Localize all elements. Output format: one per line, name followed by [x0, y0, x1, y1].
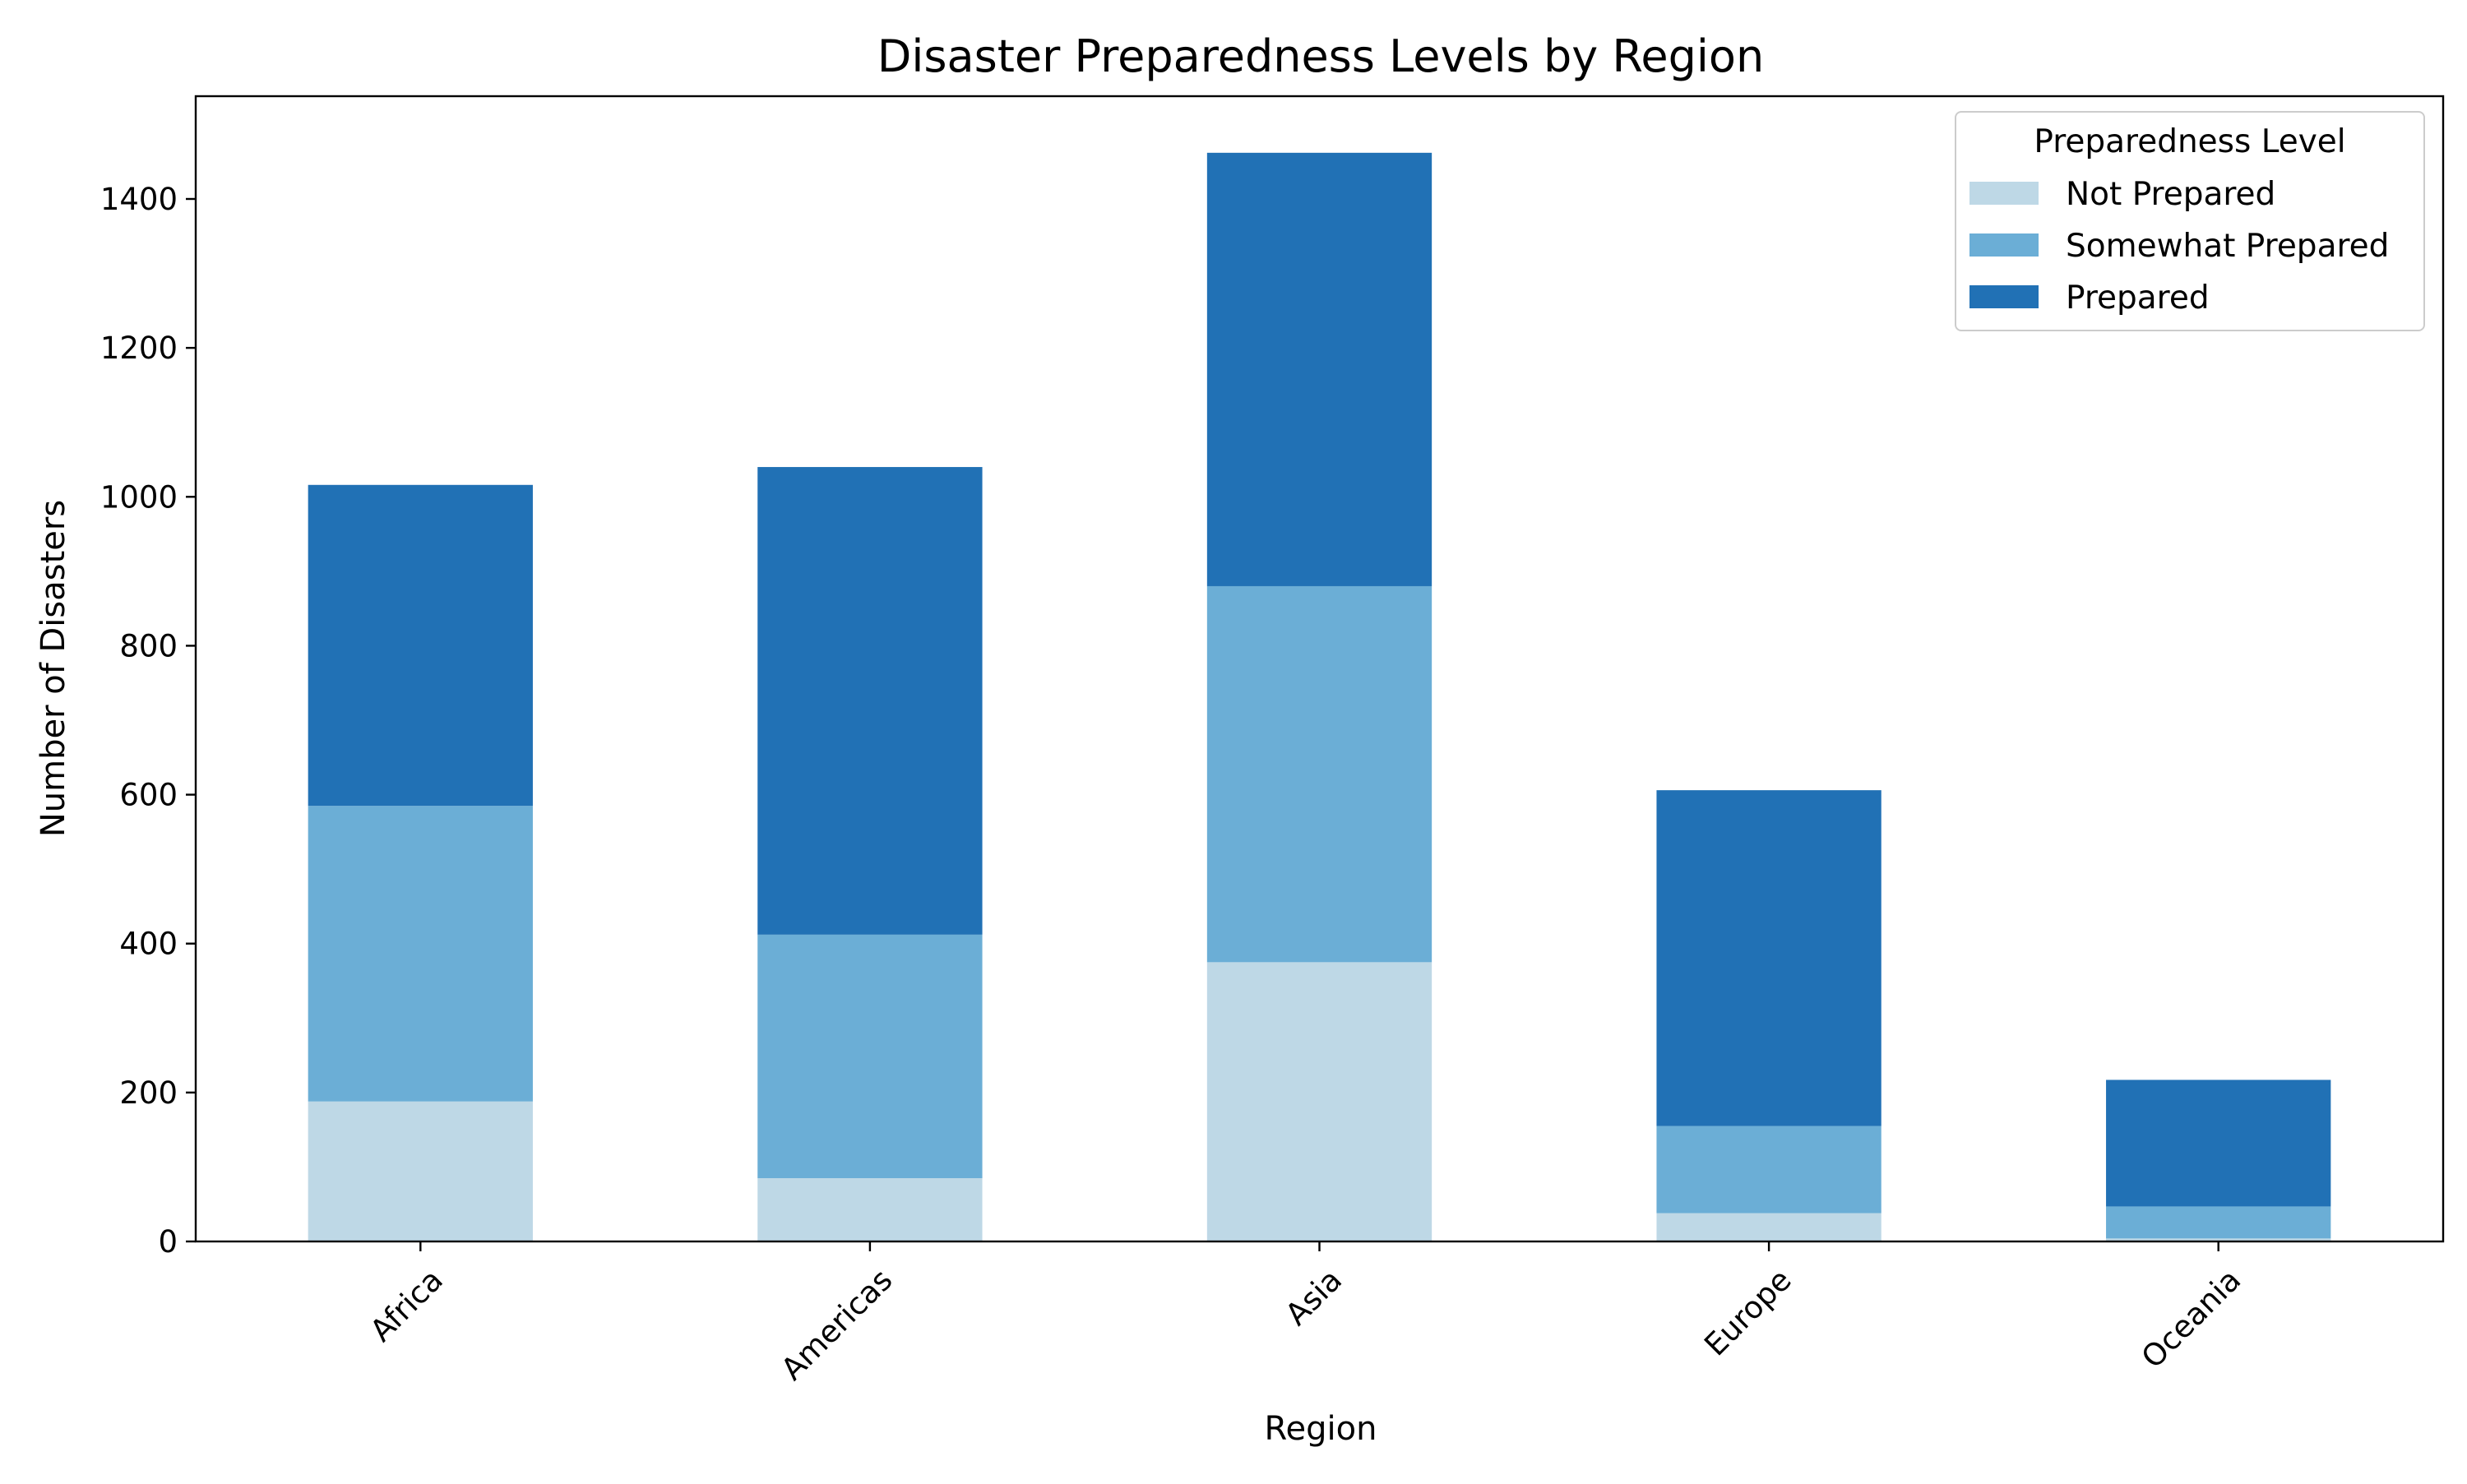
bar-africa-not-prepared	[308, 1101, 533, 1241]
bar-oceania-somewhat-prepared	[2106, 1206, 2331, 1239]
legend-frame	[1955, 111, 2425, 331]
bar-asia-somewhat-prepared	[1206, 585, 1433, 963]
bar-europe-prepared	[1656, 790, 1881, 1126]
legend-label: Somewhat Prepared	[2066, 228, 2389, 265]
legend-swatch-somewhat-prepared	[1969, 233, 2039, 257]
bar-africa-prepared	[308, 484, 533, 807]
legend-title: Preparedness Level	[2034, 123, 2345, 160]
legend-swatch-prepared	[1969, 285, 2039, 308]
y-tick-label: 200	[119, 1075, 178, 1111]
y-tick-label: 1400	[100, 182, 178, 217]
bar-oceania-prepared	[2106, 1079, 2331, 1207]
bar-americas-somewhat-prepared	[757, 934, 983, 1179]
legend: Preparedness Level Not Prepared Somewhat …	[1955, 111, 2425, 331]
y-tick-label: 1200	[100, 331, 178, 366]
bar-americas-not-prepared	[757, 1178, 983, 1241]
y-tick-label: 800	[119, 628, 178, 663]
legend-swatch-not-prepared	[1969, 182, 2039, 205]
bar-asia-prepared	[1206, 152, 1433, 586]
chart-title: Disaster Preparedness Levels by Region	[877, 30, 1764, 82]
bar-oceania-not-prepared	[2106, 1238, 2331, 1241]
y-tick-label: 1000	[100, 479, 178, 515]
bars-layer	[308, 152, 2331, 1241]
legend-label: Prepared	[2066, 280, 2210, 317]
y-tick-label: 400	[119, 927, 178, 962]
y-tick-label: 600	[119, 778, 178, 813]
legend-items: Not Prepared Somewhat Prepared Prepared	[1969, 176, 2389, 317]
legend-label: Not Prepared	[2066, 176, 2275, 213]
bar-europe-not-prepared	[1656, 1213, 1881, 1241]
y-axis-label: Number of Disasters	[35, 500, 72, 837]
bar-africa-somewhat-prepared	[308, 806, 533, 1102]
bar-americas-prepared	[757, 467, 983, 935]
bar-europe-somewhat-prepared	[1656, 1126, 1881, 1214]
bar-asia-not-prepared	[1206, 962, 1433, 1241]
y-tick-label: 0	[158, 1224, 178, 1260]
x-axis-label: Region	[1265, 1410, 1377, 1448]
y-axis: 0 200 400 600 800 1000 1200 1400	[100, 182, 196, 1260]
